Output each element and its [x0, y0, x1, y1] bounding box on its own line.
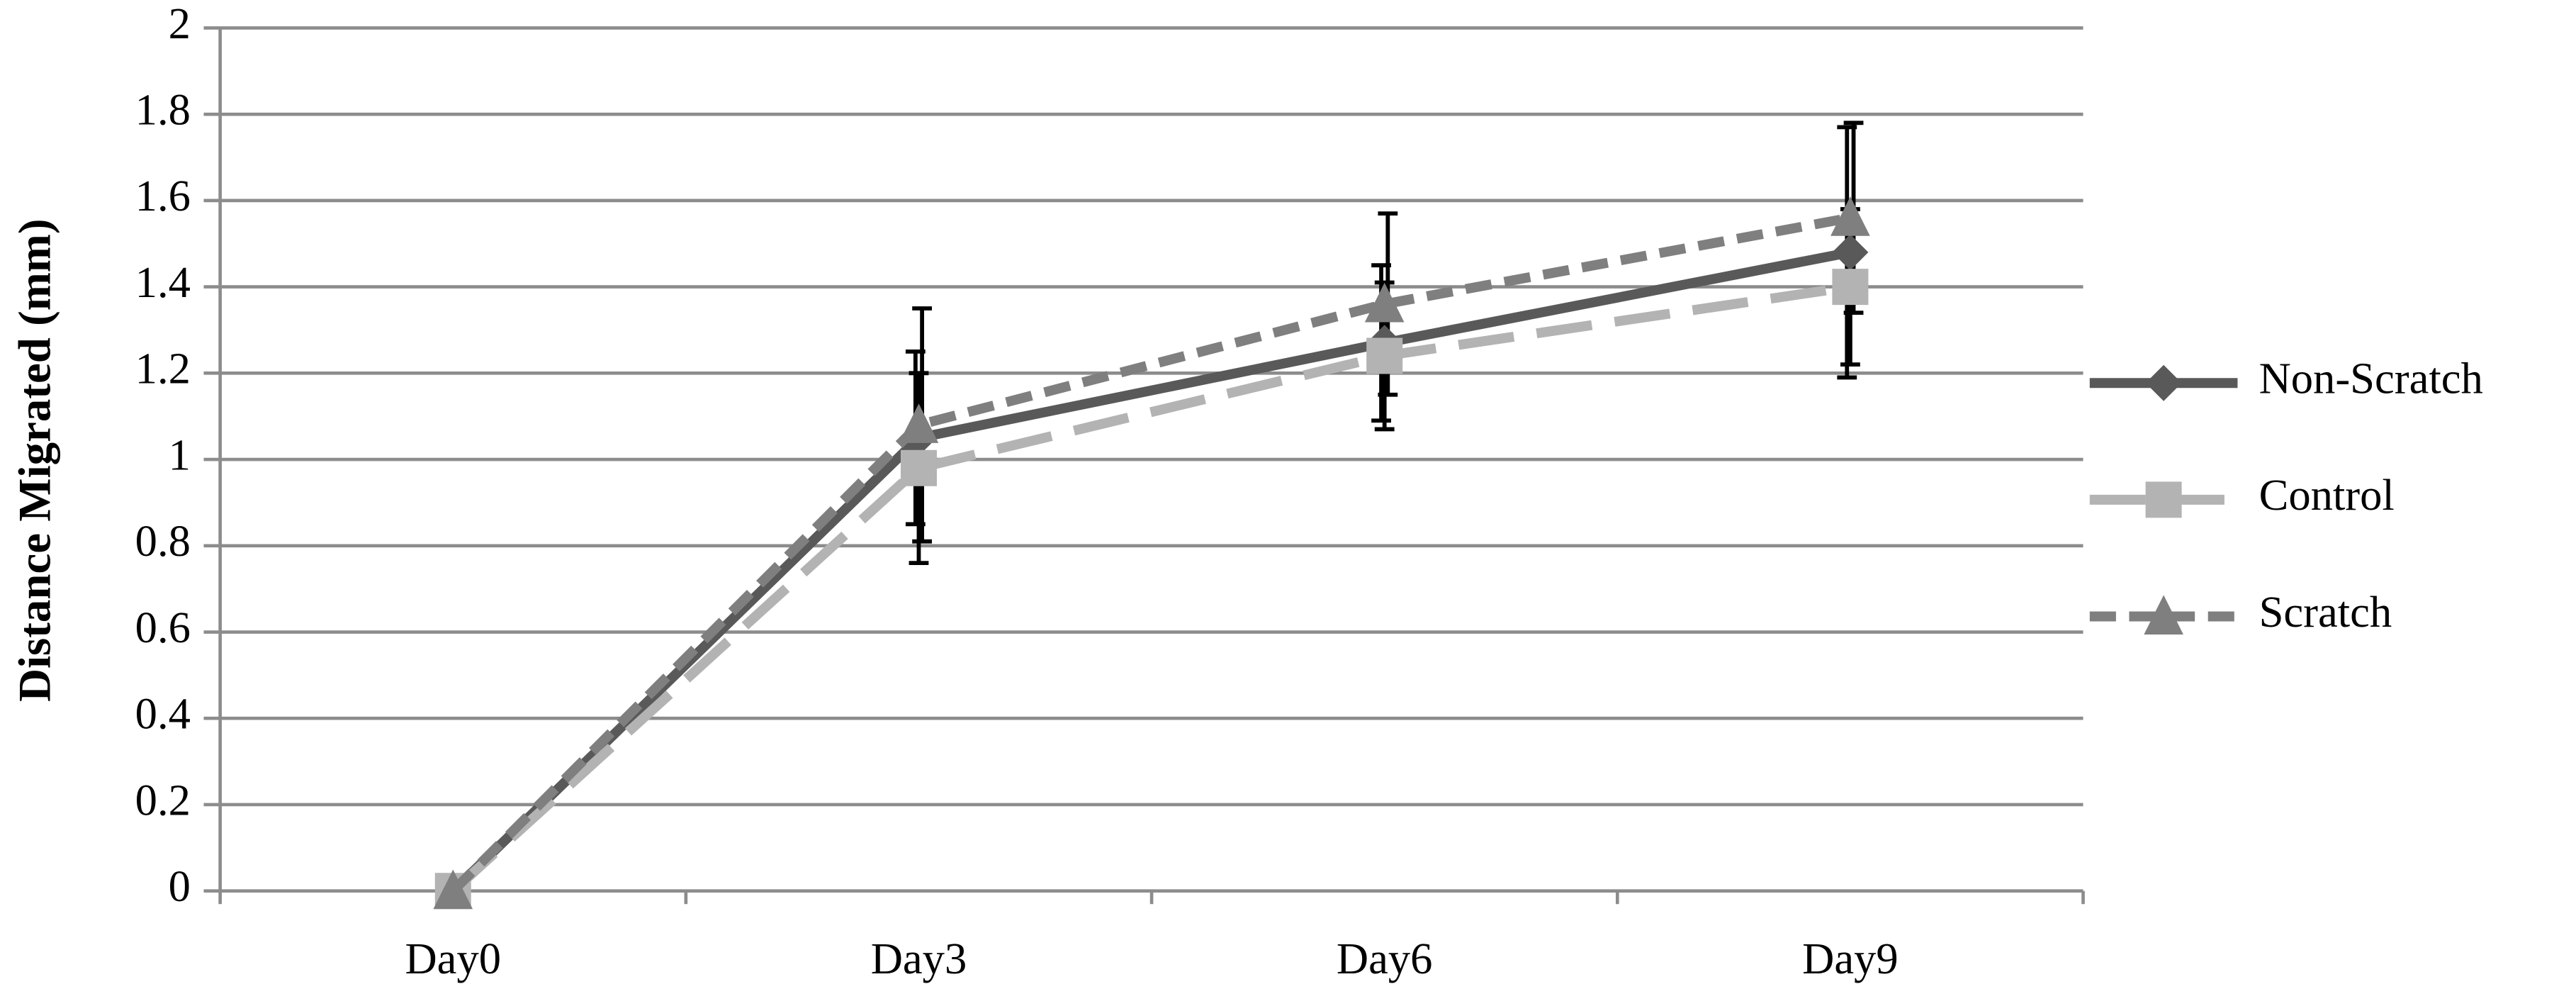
- legend-label: Scratch: [2259, 587, 2392, 637]
- x-tick-label: Day9: [1802, 934, 1899, 983]
- marker: [900, 449, 937, 486]
- marker: [2145, 364, 2182, 401]
- marker: [1832, 269, 1869, 306]
- y-tick-label: 1.2: [135, 344, 191, 393]
- y-tick-label: 0.8: [135, 516, 191, 566]
- legend-label: Control: [2259, 470, 2395, 520]
- marker: [2144, 595, 2183, 635]
- x-tick-label: Day6: [1337, 934, 1433, 983]
- legend-label: Non-Scratch: [2259, 354, 2483, 403]
- x-tick-label: Day0: [405, 934, 501, 983]
- y-tick-label: 1.4: [135, 257, 191, 307]
- marker: [433, 869, 473, 910]
- y-axis-label: Distance Migrated (mm): [10, 219, 61, 702]
- y-tick-label: 0: [169, 861, 191, 911]
- marker: [1366, 337, 1403, 374]
- marker: [2145, 481, 2182, 518]
- y-tick-label: 2: [169, 0, 191, 48]
- marker: [1364, 282, 1405, 323]
- y-tick-label: 0.2: [135, 775, 191, 825]
- marker: [899, 403, 939, 443]
- y-tick-label: 0.6: [135, 603, 191, 652]
- series-line: [449, 281, 1851, 895]
- series-line: [449, 247, 1852, 895]
- y-tick-label: 0.4: [135, 689, 191, 739]
- y-tick-label: 1: [169, 430, 191, 479]
- y-tick-label: 1.8: [135, 85, 191, 135]
- series-line: [449, 213, 1852, 895]
- marker: [1832, 234, 1869, 271]
- marker: [1830, 196, 1870, 236]
- x-tick-label: Day3: [871, 934, 967, 983]
- y-tick-label: 1.6: [135, 171, 191, 220]
